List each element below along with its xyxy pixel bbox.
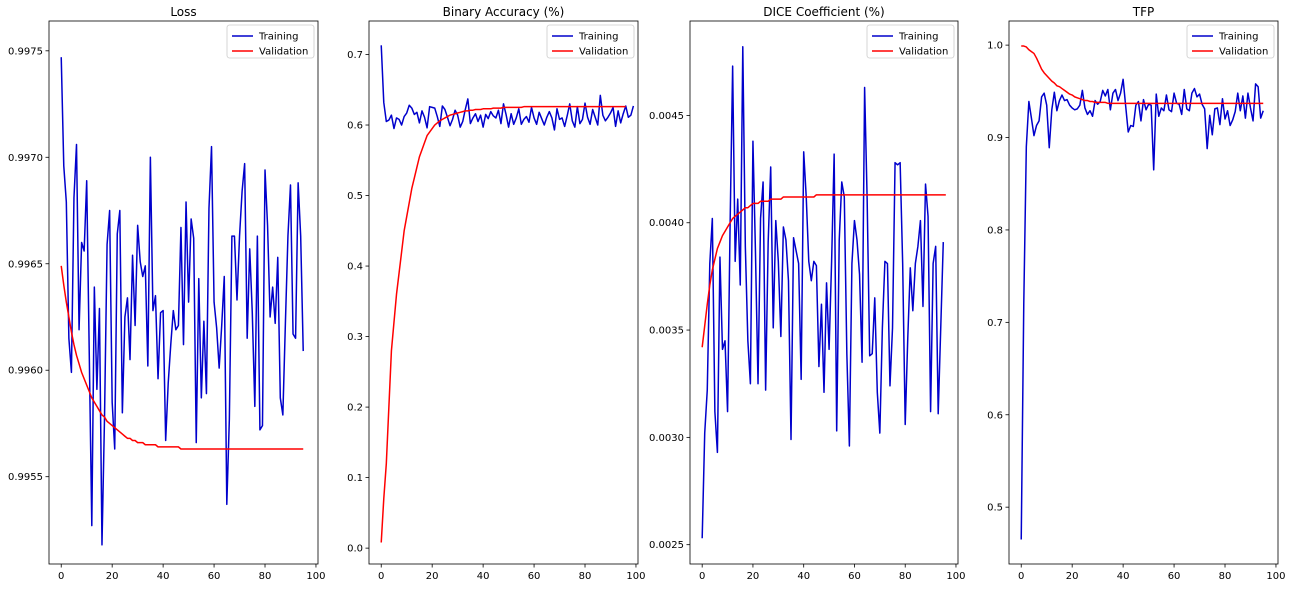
dice-coefficient-training-line — [701, 46, 945, 539]
dice-coefficient-legend-label-validation: Validation — [899, 47, 948, 58]
binary-accuracy-chart: Binary Accuracy (%) 0 20 40 60 80 100 0.0 0.1 0.2… — [347, 5, 645, 582]
dice-coefficient-y-tick-label: 0.0045 — [649, 111, 684, 122]
dice-coefficient-legend-label-training: Training — [898, 32, 938, 43]
loss-x-tick-label: 100 — [306, 571, 325, 582]
tfp-x-tick-label: 40 — [1117, 571, 1130, 582]
loss-legend: Training Validation — [226, 24, 315, 59]
dice-coefficient-x-tick-label: 20 — [747, 571, 760, 582]
loss-title: Loss — [170, 5, 196, 19]
binary-accuracy-y-tick-label: 0.4 — [347, 262, 363, 273]
tfp-x-tick-label: 80 — [1219, 571, 1232, 582]
dice-coefficient-axes-frame — [689, 20, 959, 565]
binary-accuracy-legend: Training Validation — [546, 24, 635, 59]
binary-accuracy-y-tick-label: 0.0 — [347, 544, 363, 555]
binary-accuracy-title: Binary Accuracy (%) — [443, 5, 565, 19]
tfp-y-tick-label: 0.5 — [987, 503, 1003, 514]
loss-chart: Loss 0 20 40 60 80 100 0.9955 0.9960 0.9965 0.9970… — [8, 5, 326, 582]
binary-accuracy-x-tick-label: 40 — [477, 571, 490, 582]
loss-legend-label-validation: Validation — [259, 47, 308, 58]
loss-y-tick-label: 0.9960 — [8, 366, 43, 377]
tfp-x-tick-label: 100 — [1266, 571, 1285, 582]
dice-coefficient-title: DICE Coefficient (%) — [763, 5, 884, 19]
loss-axes-frame — [48, 20, 319, 565]
binary-accuracy-validation-line — [380, 105, 626, 543]
binary-accuracy-y-tick-label: 0.1 — [347, 473, 363, 484]
tfp-x-tick-label: 0 — [1018, 571, 1024, 582]
binary-accuracy-x-tick-label: 20 — [426, 571, 439, 582]
loss-y-tick-label: 0.9955 — [8, 472, 43, 483]
dice-coefficient-x-tick-label: 60 — [848, 571, 861, 582]
binary-accuracy-x-tick-label: 0 — [378, 571, 384, 582]
dice-coefficient-y-tick-label: 0.0030 — [649, 433, 684, 444]
binary-accuracy-x-tick-label: 100 — [626, 571, 645, 582]
binary-accuracy-y-tick-label: 0.6 — [347, 121, 363, 132]
tfp-axes-frame — [1008, 20, 1279, 565]
binary-accuracy-x-tick-label: 80 — [579, 571, 592, 582]
tfp-legend-label-validation: Validation — [1219, 47, 1268, 58]
tfp-legend: Training Validation — [1186, 24, 1275, 59]
tfp-legend-label-training: Training — [1218, 32, 1258, 43]
loss-validation-line — [60, 265, 304, 450]
loss-x-tick-label: 0 — [58, 571, 64, 582]
tfp-y-tick-label: 0.7 — [987, 318, 1003, 329]
tfp-x-tick-label: 60 — [1168, 571, 1181, 582]
binary-accuracy-axes-frame — [368, 20, 639, 565]
loss-y-tick-label: 0.9965 — [8, 259, 43, 270]
tfp-title: TFP — [1132, 5, 1154, 19]
loss-y-tick-label: 0.9970 — [8, 153, 43, 164]
dice-coefficient-y-tick-label: 0.0035 — [649, 326, 684, 337]
binary-accuracy-legend-label-validation: Validation — [579, 47, 628, 58]
dice-coefficient-x-tick-label: 0 — [699, 571, 705, 582]
tfp-chart: TFP 0 20 40 60 80 100 0.5 0.6 0.7 0.8 0.9 1.0 Trainin… — [987, 5, 1285, 582]
dice-coefficient-chart: DICE Coefficient (%) 0 20 40 60 80 100 0.0025 0.… — [649, 5, 966, 582]
loss-legend-label-training: Training — [258, 32, 298, 43]
binary-accuracy-y-tick-label: 0.2 — [347, 403, 363, 414]
dice-coefficient-x-tick-label: 80 — [899, 571, 912, 582]
tfp-x-tick-label: 20 — [1066, 571, 1079, 582]
binary-accuracy-x-tick-label: 60 — [528, 571, 541, 582]
tfp-y-tick-label: 0.8 — [987, 225, 1003, 236]
dice-coefficient-legend: Training Validation — [866, 24, 955, 59]
tfp-y-tick-label: 0.6 — [987, 410, 1003, 421]
dice-coefficient-x-tick-label: 100 — [946, 571, 965, 582]
loss-x-tick-label: 40 — [157, 571, 170, 582]
dice-coefficient-y-tick-label: 0.0040 — [649, 218, 684, 229]
binary-accuracy-y-tick-label: 0.3 — [347, 332, 363, 343]
tfp-y-tick-label: 0.9 — [987, 133, 1003, 144]
loss-x-tick-label: 20 — [106, 571, 119, 582]
tfp-validation-line — [1021, 45, 1264, 105]
loss-x-tick-label: 60 — [208, 571, 221, 582]
dice-coefficient-x-tick-label: 40 — [797, 571, 810, 582]
loss-x-tick-label: 80 — [259, 571, 272, 582]
loss-training-line — [60, 57, 304, 546]
binary-accuracy-y-tick-label: 0.5 — [347, 191, 363, 202]
binary-accuracy-y-tick-label: 0.7 — [347, 50, 363, 61]
binary-accuracy-legend-label-training: Training — [578, 32, 618, 43]
dice-coefficient-validation-line — [701, 194, 946, 348]
tfp-y-tick-label: 1.0 — [987, 41, 1003, 52]
binary-accuracy-training-line — [380, 45, 635, 131]
tfp-training-line — [1020, 78, 1264, 540]
loss-y-tick-label: 0.9975 — [8, 46, 43, 57]
dice-coefficient-y-tick-label: 0.0025 — [649, 540, 684, 551]
